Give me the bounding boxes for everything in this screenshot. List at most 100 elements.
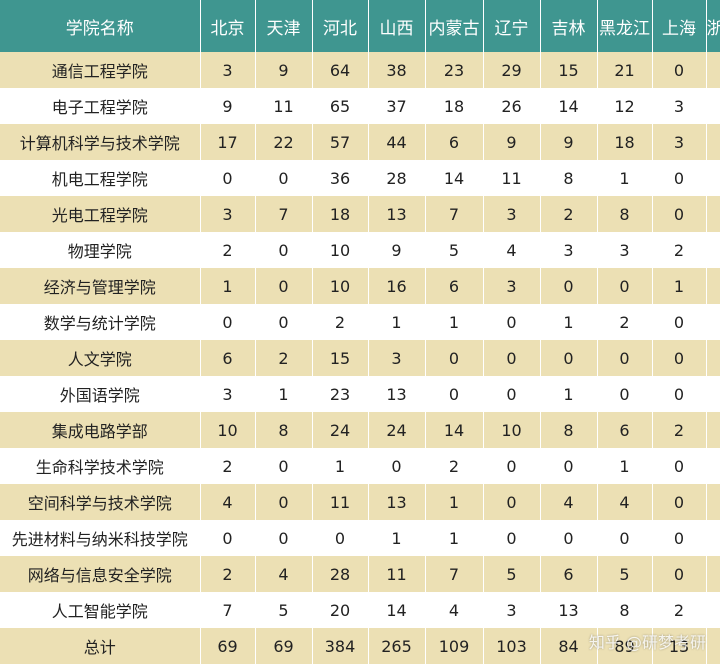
count-cell: 0 (540, 448, 598, 484)
count-cell: 29 (483, 52, 541, 88)
count-cell: 2 (652, 412, 707, 448)
count-cell: 4 (425, 592, 484, 628)
count-cell: 13 (368, 196, 426, 232)
count-cell: 2 (425, 448, 484, 484)
table-body: 通信工程学院 3 9 64 38 23 29 15 21 0 电子工程学院 9 11 65 37 18 26 14… (0, 52, 720, 664)
count-cell: 0 (255, 268, 313, 304)
college-name: 集成电路学部 (0, 412, 201, 448)
count-cell: 3 (652, 124, 707, 160)
count-cell: 6 (425, 124, 484, 160)
column-header: 浙 (706, 0, 720, 52)
count-cell: 10 (312, 232, 369, 268)
clipped-cell (706, 592, 720, 628)
clipped-cell (706, 304, 720, 340)
clipped-cell (706, 520, 720, 556)
count-cell: 5 (425, 232, 484, 268)
table-row: 机电工程学院 0 0 36 28 14 11 8 1 0 (0, 160, 720, 196)
count-cell: 20 (312, 592, 369, 628)
count-cell: 13 (368, 484, 426, 520)
table-row: 人工智能学院 7 5 20 14 4 3 13 8 2 (0, 592, 720, 628)
count-cell: 8 (255, 412, 313, 448)
college-name: 电子工程学院 (0, 88, 201, 124)
count-cell: 8 (597, 592, 653, 628)
count-cell: 1 (425, 520, 484, 556)
count-cell: 1 (368, 520, 426, 556)
count-cell: 15 (312, 340, 369, 376)
count-cell: 17 (200, 124, 256, 160)
count-cell: 0 (652, 484, 707, 520)
count-cell: 9 (540, 124, 598, 160)
count-cell: 14 (540, 88, 598, 124)
count-cell: 0 (652, 448, 707, 484)
table-row: 外国语学院 3 1 23 13 0 0 1 0 0 (0, 376, 720, 412)
count-cell: 0 (255, 232, 313, 268)
count-cell: 2 (652, 232, 707, 268)
watermark: 知乎 @研梦考研 (588, 633, 706, 652)
clipped-cell (706, 556, 720, 592)
count-cell: 18 (425, 88, 484, 124)
count-cell: 0 (652, 304, 707, 340)
count-cell: 7 (200, 592, 256, 628)
count-cell: 0 (540, 520, 598, 556)
count-cell: 3 (597, 232, 653, 268)
count-cell: 0 (652, 340, 707, 376)
count-cell: 64 (312, 52, 369, 88)
count-cell: 1 (200, 268, 256, 304)
count-cell: 109 (425, 628, 484, 664)
count-cell: 103 (483, 628, 541, 664)
college-name: 人工智能学院 (0, 592, 201, 628)
count-cell: 11 (255, 88, 313, 124)
count-cell: 0 (652, 556, 707, 592)
table-row: 先进材料与纳米科技学院 0 0 0 1 1 0 0 0 0 (0, 520, 720, 556)
count-cell: 6 (540, 556, 598, 592)
table-row: 数学与统计学院 0 0 2 1 1 0 1 2 0 (0, 304, 720, 340)
count-cell: 0 (255, 448, 313, 484)
count-cell: 7 (255, 196, 313, 232)
count-cell: 3 (483, 268, 541, 304)
count-cell: 0 (255, 160, 313, 196)
count-cell: 0 (200, 160, 256, 196)
count-cell: 0 (425, 340, 484, 376)
count-cell: 4 (597, 484, 653, 520)
count-cell: 0 (312, 520, 369, 556)
college-name: 外国语学院 (0, 376, 201, 412)
count-cell: 0 (597, 340, 653, 376)
table-row: 人文学院 6 2 15 3 0 0 0 0 0 (0, 340, 720, 376)
college-name: 机电工程学院 (0, 160, 201, 196)
clipped-cell (706, 268, 720, 304)
count-cell: 0 (483, 448, 541, 484)
count-cell: 28 (312, 556, 369, 592)
table-row: 生命科学技术学院 2 0 1 0 2 0 0 1 0 (0, 448, 720, 484)
column-header: 天津 (255, 0, 313, 52)
column-header: 山西 (368, 0, 426, 52)
count-cell: 28 (368, 160, 426, 196)
count-cell: 84 (540, 628, 598, 664)
count-cell: 4 (200, 484, 256, 520)
count-cell: 10 (312, 268, 369, 304)
count-cell: 13 (540, 592, 598, 628)
count-cell: 14 (368, 592, 426, 628)
count-cell: 0 (425, 376, 484, 412)
count-cell: 15 (540, 52, 598, 88)
count-cell: 18 (597, 124, 653, 160)
column-header: 学院名称 (0, 0, 201, 52)
table-row: 总计 69 69 384 265 109 103 84 89 13 (0, 628, 720, 664)
count-cell: 23 (312, 376, 369, 412)
count-cell: 6 (200, 340, 256, 376)
table-row: 计算机科学与技术学院 17 22 57 44 6 9 9 18 3 (0, 124, 720, 160)
count-cell: 4 (540, 484, 598, 520)
college-name: 光电工程学院 (0, 196, 201, 232)
college-name: 网络与信息安全学院 (0, 556, 201, 592)
count-cell: 4 (255, 556, 313, 592)
college-name: 人文学院 (0, 340, 201, 376)
column-header: 内蒙古 (425, 0, 484, 52)
count-cell: 13 (368, 376, 426, 412)
count-cell: 2 (200, 448, 256, 484)
count-cell: 0 (200, 304, 256, 340)
clipped-cell (706, 628, 720, 664)
college-name: 计算机科学与技术学院 (0, 124, 201, 160)
clipped-cell (706, 448, 720, 484)
count-cell: 21 (597, 52, 653, 88)
college-name: 先进材料与纳米科技学院 (0, 520, 201, 556)
